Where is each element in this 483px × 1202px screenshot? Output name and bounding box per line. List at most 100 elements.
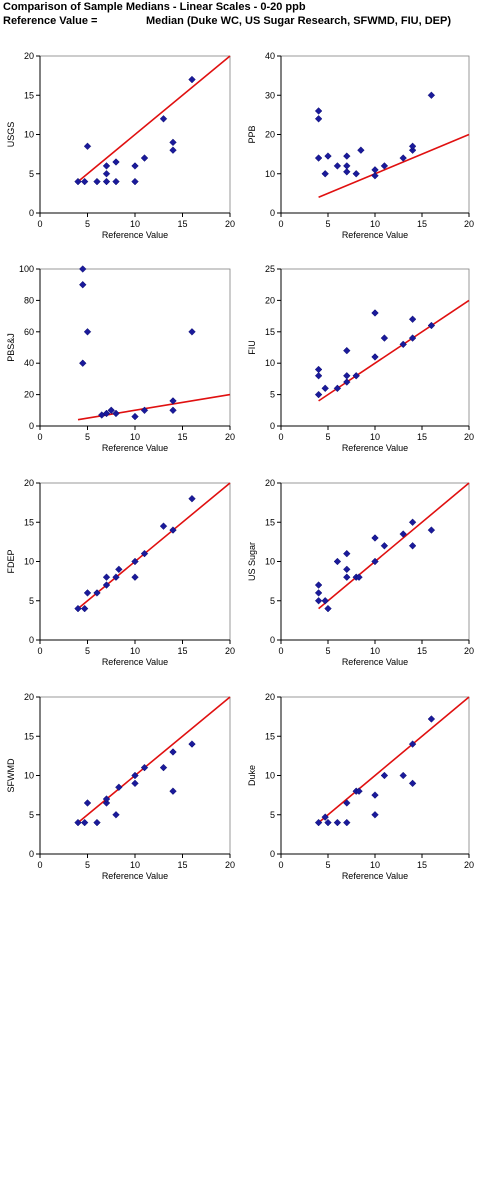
x-tick-label: 5 xyxy=(325,860,330,870)
data-point xyxy=(333,384,342,393)
data-point xyxy=(343,168,351,176)
x-tick-label: 5 xyxy=(325,432,330,442)
data-point xyxy=(399,530,407,538)
reference-line xyxy=(318,482,470,610)
data-point xyxy=(140,549,149,558)
x-tick-label: 10 xyxy=(130,646,140,656)
data-point xyxy=(371,353,379,361)
data-point xyxy=(408,542,417,550)
y-tick-label: 40 xyxy=(265,51,275,61)
data-point xyxy=(324,152,332,160)
reference-line xyxy=(318,299,470,402)
data-point xyxy=(188,328,196,336)
x-tick-label: 0 xyxy=(37,860,42,870)
x-axis-label: Reference Value xyxy=(342,230,408,240)
data-point xyxy=(343,573,351,581)
y-axis-label: SFWMD xyxy=(6,758,16,792)
y-tick-label: 0 xyxy=(270,208,275,218)
data-point xyxy=(79,359,87,367)
data-point xyxy=(159,763,168,772)
x-axis-label: Reference Value xyxy=(342,443,408,453)
chart-panel-pbs-j: 0 20 40 60 80 100 0 5 10 15 20 Reference Value PBS&J xyxy=(6,264,235,453)
data-point xyxy=(80,818,89,827)
chart-panel-fiu: 0 5 10 15 20 25 0 5 10 15 20 Reference Value FIU xyxy=(247,264,474,453)
data-point xyxy=(343,818,351,827)
x-axis-label: Reference Value xyxy=(102,657,168,667)
y-tick-label: 5 xyxy=(270,596,275,606)
data-point xyxy=(314,107,323,115)
data-point xyxy=(371,557,379,566)
data-point xyxy=(131,771,139,780)
data-point xyxy=(343,152,351,160)
data-point xyxy=(380,771,389,780)
data-point xyxy=(343,549,351,558)
data-point xyxy=(408,779,417,788)
data-point xyxy=(83,799,92,807)
data-point xyxy=(169,526,177,534)
y-tick-label: 5 xyxy=(29,169,34,179)
data-point xyxy=(93,177,101,186)
data-point xyxy=(352,170,360,178)
data-point xyxy=(169,406,177,414)
y-tick-label: 10 xyxy=(24,771,34,781)
data-point xyxy=(93,818,101,827)
y-tick-label: 20 xyxy=(24,51,34,61)
data-point xyxy=(112,573,120,581)
data-point xyxy=(371,534,379,542)
data-point xyxy=(159,115,168,123)
chart-panel-ppb: 0 10 20 30 40 0 5 10 15 20 Reference Value PPB xyxy=(247,51,474,240)
data-point xyxy=(333,818,342,827)
data-point xyxy=(314,115,323,123)
data-point xyxy=(408,146,417,154)
data-point xyxy=(321,170,329,178)
data-point xyxy=(188,495,196,503)
data-point xyxy=(324,604,332,613)
x-tick-label: 5 xyxy=(325,646,330,656)
data-point xyxy=(427,526,436,534)
data-point xyxy=(112,177,120,186)
x-tick-label: 20 xyxy=(464,219,474,229)
data-point xyxy=(427,715,436,723)
chart-panel-usgs: 0 5 10 15 20 0 5 10 15 20 Reference Value USGS xyxy=(6,51,235,240)
y-axis-label: Duke xyxy=(247,765,257,786)
data-point xyxy=(102,409,111,418)
data-point xyxy=(107,406,115,414)
y-tick-label: 5 xyxy=(270,390,275,400)
y-tick-label: 20 xyxy=(24,478,34,488)
y-tick-label: 0 xyxy=(270,421,275,431)
x-tick-label: 0 xyxy=(37,432,42,442)
data-point xyxy=(371,166,379,174)
data-point xyxy=(131,412,139,421)
data-point xyxy=(380,162,389,170)
x-tick-label: 20 xyxy=(225,432,235,442)
x-tick-label: 15 xyxy=(417,219,427,229)
reference-line xyxy=(318,696,470,824)
data-point xyxy=(74,818,82,827)
x-tick-label: 10 xyxy=(370,646,380,656)
x-tick-label: 10 xyxy=(370,432,380,442)
x-tick-label: 0 xyxy=(278,219,283,229)
x-axis-label: Reference Value xyxy=(102,230,168,240)
reference-value-description: Median (Duke WC, US Sugar Research, SFWM… xyxy=(146,15,451,27)
y-tick-label: 5 xyxy=(29,810,34,820)
x-axis-label: Reference Value xyxy=(342,871,408,881)
y-tick-label: 10 xyxy=(265,169,275,179)
data-point xyxy=(169,787,177,795)
data-point xyxy=(188,740,196,748)
data-point xyxy=(399,154,407,162)
data-point xyxy=(314,581,323,589)
y-tick-label: 15 xyxy=(24,731,34,741)
data-point xyxy=(131,557,139,566)
data-point xyxy=(102,573,111,581)
y-axis-label: FIU xyxy=(247,340,257,355)
data-point xyxy=(321,813,329,821)
data-point xyxy=(355,787,363,795)
reference-value-label: Reference Value = xyxy=(3,15,98,27)
x-axis-label: Reference Value xyxy=(102,871,168,881)
y-tick-label: 0 xyxy=(270,849,275,859)
page-title: Comparison of Sample Medians - Linear Sc… xyxy=(3,1,306,13)
data-point xyxy=(169,146,177,154)
y-tick-label: 20 xyxy=(24,692,34,702)
data-point xyxy=(140,763,149,772)
x-tick-label: 20 xyxy=(464,646,474,656)
